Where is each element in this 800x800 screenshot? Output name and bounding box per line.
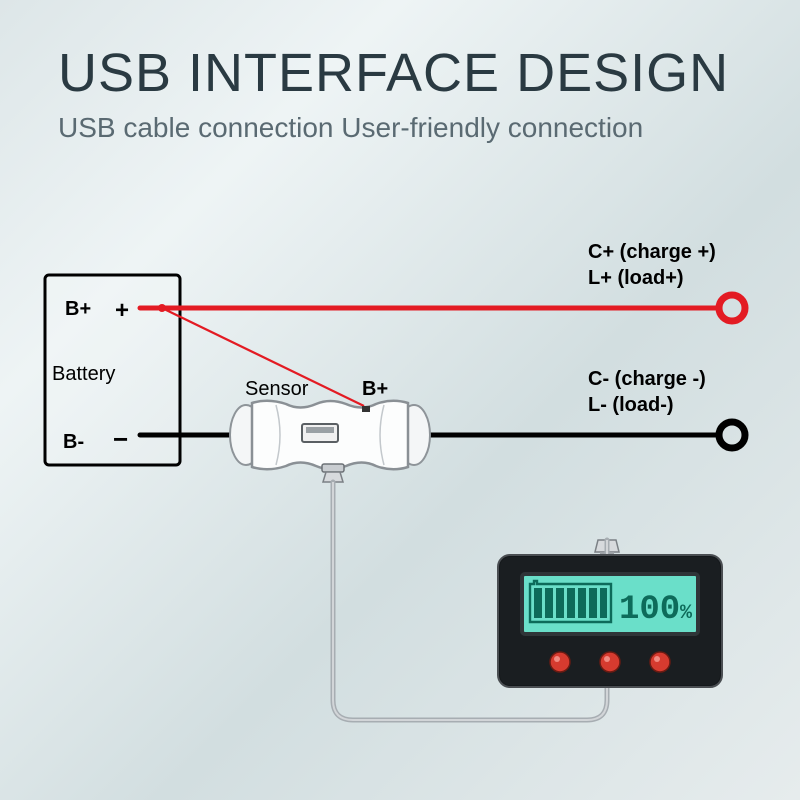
wiring-diagram: B+ + Battery B- − C+ (charge +) L+ (load… [0,0,800,800]
sensor-body [230,401,430,472]
battery-bplus-label: B+ [65,298,91,320]
terminal-c-minus-label: C- (charge -) [588,368,706,390]
battery-plus-symbol: + [115,297,129,324]
terminal-positive-ring [719,295,745,321]
battery-minus-symbol: − [113,424,128,454]
battery-main-label: Battery [52,363,115,385]
lcd-value: 100 [619,591,680,629]
display-monitor: 100 % [498,555,722,687]
sensor-bplus-label: B+ [362,378,388,400]
battery-bminus-label: B- [63,431,84,453]
terminal-c-plus-label: C+ (charge +) [588,241,716,263]
terminal-negative-ring [719,422,745,448]
lcd-unit: % [680,602,693,625]
terminal-l-minus-label: L- (load-) [588,394,674,416]
display-buttons [550,652,670,672]
terminal-l-plus-label: L+ (load+) [588,267,684,289]
sensor-main-label: Sensor [245,378,309,400]
